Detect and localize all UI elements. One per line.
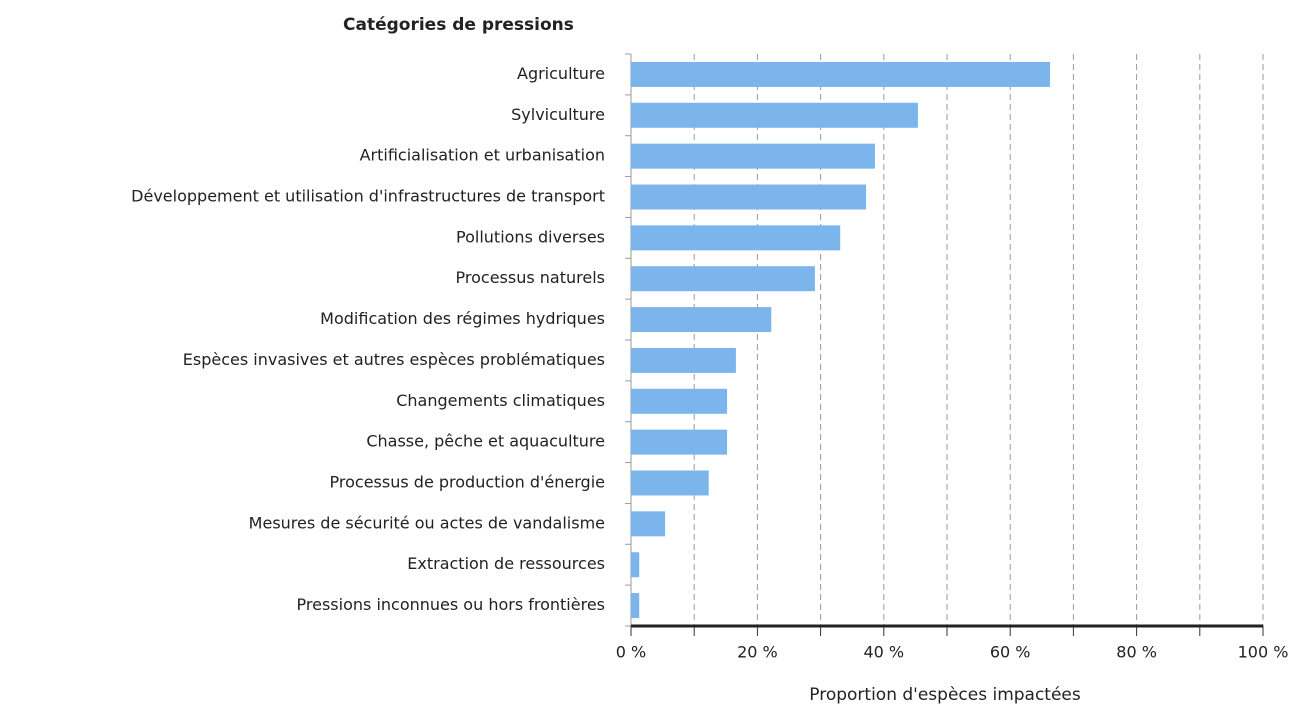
y-tick-label: Processus de production d'énergie [330, 473, 605, 492]
y-tick-label: Pollutions diverses [456, 227, 605, 246]
bar [631, 593, 640, 619]
bar [631, 61, 1051, 87]
bar [631, 552, 640, 578]
bar [631, 511, 666, 537]
x-tick-label: 60 % [990, 643, 1031, 662]
y-tick-label: Pressions inconnues ou hors frontières [297, 595, 605, 614]
x-tick-label: 40 % [863, 643, 904, 662]
y-tick-label: Artificialisation et urbanisation [360, 146, 605, 165]
bar [631, 102, 918, 128]
y-tick-label: Modification des régimes hydriques [320, 309, 605, 328]
bar [631, 388, 728, 414]
x-tick-label: 80 % [1116, 643, 1157, 662]
y-tick-label: Extraction de ressources [407, 554, 605, 573]
x-tick-label: 100 % [1238, 643, 1289, 662]
bar [631, 470, 709, 496]
bar [631, 184, 867, 210]
chart-title: Catégories de pressions [343, 15, 574, 35]
x-tick-label: 20 % [737, 643, 778, 662]
y-tick-label: Espèces invasives et autres espèces prob… [183, 350, 605, 369]
x-tick-label: 0 % [616, 643, 646, 662]
bar [631, 347, 736, 373]
bar [631, 266, 815, 292]
y-tick-label: Mesures de sécurité ou actes de vandalis… [249, 513, 605, 532]
y-tick-label: Agriculture [517, 64, 605, 83]
bar [631, 307, 772, 333]
bar [631, 143, 875, 169]
y-tick-label: Changements climatiques [396, 391, 605, 410]
y-tick-label: Développement et utilisation d'infrastru… [131, 187, 605, 206]
y-tick-label: Chasse, pêche et aquaculture [366, 432, 605, 451]
y-tick-label: Processus naturels [456, 268, 605, 287]
bar [631, 429, 728, 455]
y-tick-label: Sylviculture [511, 105, 605, 124]
x-axis-label: Proportion d'espèces impactées [809, 685, 1081, 705]
bar [631, 225, 841, 251]
